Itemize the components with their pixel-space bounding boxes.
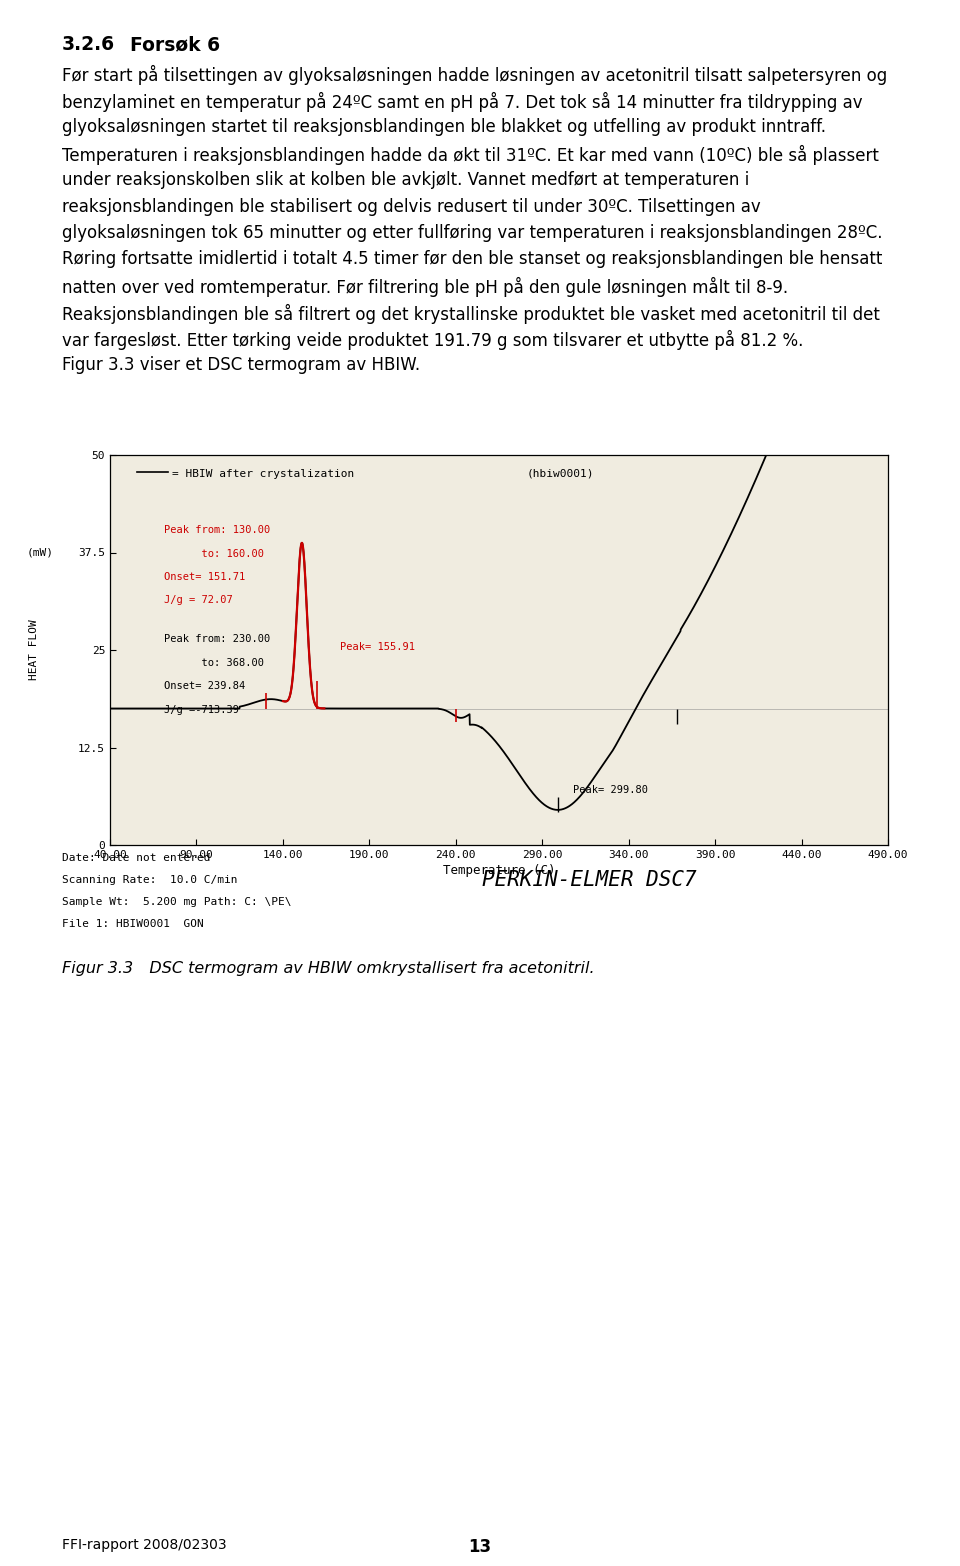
Text: FFI-rapport 2008/02303: FFI-rapport 2008/02303: [62, 1538, 227, 1552]
Text: Peak from: 230.00: Peak from: 230.00: [164, 634, 271, 644]
Text: 3.2.6: 3.2.6: [62, 34, 115, 53]
Text: benzylaminet en temperatur på 24ºC samt en pH på 7. Det tok så 14 minutter fra t: benzylaminet en temperatur på 24ºC samt …: [62, 91, 863, 111]
Text: Peak= 155.91: Peak= 155.91: [340, 642, 415, 651]
Text: Reaksjonsblandingen ble så filtrert og det krystallinske produktet ble vasket me: Reaksjonsblandingen ble så filtrert og d…: [62, 304, 880, 324]
Text: under reaksjonskolben slik at kolben ble avkjølt. Vannet medført at temperaturen: under reaksjonskolben slik at kolben ble…: [62, 171, 749, 189]
Text: Scanning Rate:  10.0 C/min: Scanning Rate: 10.0 C/min: [62, 875, 237, 885]
Text: Date: Date not entered: Date: Date not entered: [62, 853, 210, 863]
Text: Temperaturen i reaksjonsblandingen hadde da økt til 31ºC. Et kar med vann (10ºC): Temperaturen i reaksjonsblandingen hadde…: [62, 144, 878, 164]
Text: = HBIW after crystalization: = HBIW after crystalization: [172, 468, 354, 479]
X-axis label: Temperature (C): Temperature (C): [443, 864, 555, 877]
Text: Røring fortsatte imidlertid i totalt 4.5 timer før den ble stanset og reaksjonsb: Røring fortsatte imidlertid i totalt 4.5…: [62, 251, 882, 268]
Y-axis label: HEAT FLOW: HEAT FLOW: [29, 620, 39, 680]
Text: Sample Wt:  5.200 mg Path: C: \PE\: Sample Wt: 5.200 mg Path: C: \PE\: [62, 897, 292, 907]
Text: (hbiw0001): (hbiw0001): [526, 468, 593, 479]
Text: Peak= 299.80: Peak= 299.80: [573, 785, 648, 794]
Text: Onset= 239.84: Onset= 239.84: [164, 681, 246, 691]
Text: File 1: HBIW0001  GON: File 1: HBIW0001 GON: [62, 919, 204, 929]
Text: to: 368.00: to: 368.00: [164, 658, 264, 667]
Text: glyoksaløsningen tok 65 minutter og etter fullføring var temperaturen i reaksjon: glyoksaløsningen tok 65 minutter og ette…: [62, 224, 882, 243]
Text: glyoksaløsningen startet til reaksjonsblandingen ble blakket og utfelling av pro: glyoksaløsningen startet til reaksjonsbl…: [62, 117, 826, 136]
Text: natten over ved romtemperatur. Før filtrering ble pH på den gule løsningen målt : natten over ved romtemperatur. Før filtr…: [62, 277, 788, 298]
Text: DSC termogram av HBIW omkrystallisert fra acetonitril.: DSC termogram av HBIW omkrystallisert fr…: [134, 962, 594, 976]
Text: Forsøk 6: Forsøk 6: [130, 34, 220, 53]
Text: J/g = 72.07: J/g = 72.07: [164, 595, 233, 606]
Text: Onset= 151.71: Onset= 151.71: [164, 572, 246, 583]
Text: Figur 3.3: Figur 3.3: [62, 962, 133, 976]
Text: reaksjonsblandingen ble stabilisert og delvis redusert til under 30ºC. Tilsettin: reaksjonsblandingen ble stabilisert og d…: [62, 197, 760, 216]
Text: J/g =-713.39: J/g =-713.39: [164, 705, 239, 714]
Text: (mW): (mW): [27, 548, 54, 557]
Text: Før start på tilsettingen av glyoksaløsningen hadde løsningen av acetonitril til: Før start på tilsettingen av glyoksaløsn…: [62, 66, 887, 85]
Text: Peak from: 130.00: Peak from: 130.00: [164, 525, 271, 536]
Text: to: 160.00: to: 160.00: [164, 548, 264, 559]
Text: var fargesløst. Etter tørking veide produktet 191.79 g som tilsvarer et utbytte : var fargesløst. Etter tørking veide prod…: [62, 330, 804, 351]
Text: Figur 3.3 viser et DSC termogram av HBIW.: Figur 3.3 viser et DSC termogram av HBIW…: [62, 357, 420, 374]
Text: 13: 13: [468, 1538, 492, 1557]
Text: PERKIN-ELMER DSC7: PERKIN-ELMER DSC7: [482, 871, 697, 889]
